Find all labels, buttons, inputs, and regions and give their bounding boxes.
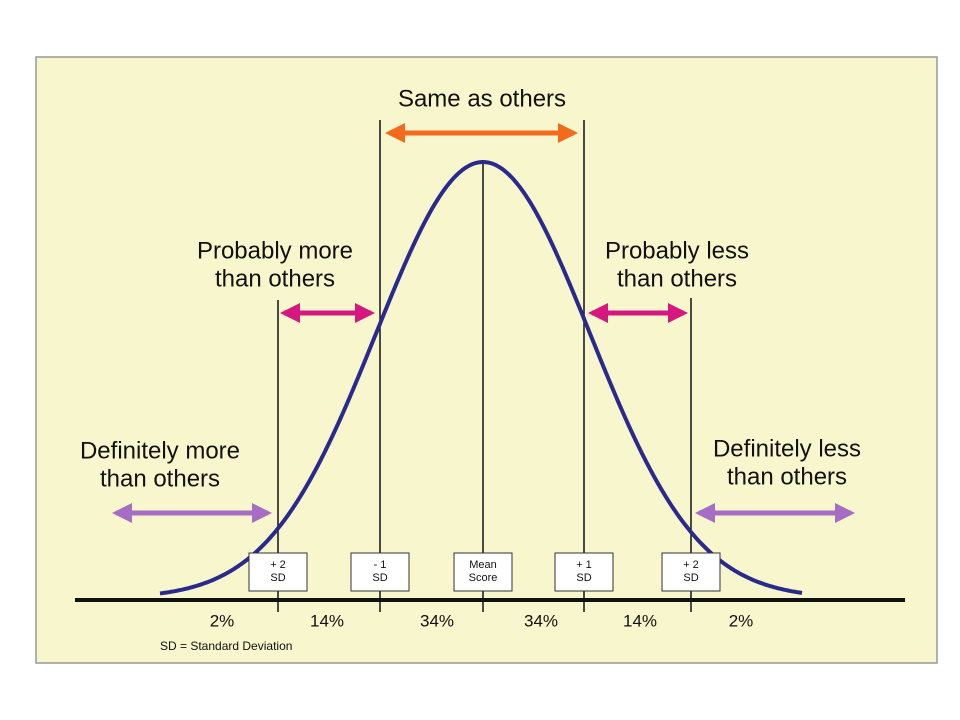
marker-label: - 1	[374, 559, 387, 571]
marker-box	[248, 552, 308, 592]
marker-label: Score	[469, 572, 498, 584]
marker-label: SD	[372, 572, 387, 584]
annotation: Definitely less	[713, 435, 861, 462]
annotation: than others	[617, 265, 737, 292]
marker-label: + 1	[576, 559, 592, 571]
annotation: Probably more	[197, 237, 353, 264]
percentage: 34%	[420, 611, 454, 630]
marker-box	[661, 552, 721, 592]
percentage: 14%	[310, 611, 344, 630]
marker-label: SD	[270, 572, 285, 584]
percentage: 2%	[210, 611, 235, 630]
marker-label: Mean	[469, 559, 497, 571]
marker-box	[453, 552, 513, 592]
annotation: than others	[215, 265, 335, 292]
percentage: 14%	[623, 611, 657, 630]
percentage: 34%	[524, 611, 558, 630]
annotation: Probably less	[605, 237, 749, 264]
marker-label: SD	[683, 572, 698, 584]
annotation: Definitely more	[80, 437, 240, 464]
marker-label: SD	[576, 572, 591, 584]
marker-label: + 2	[683, 559, 699, 571]
footnote: SD = Standard Deviation	[160, 639, 292, 653]
annotation: than others	[100, 465, 220, 492]
annotation: than others	[727, 463, 847, 490]
marker-box	[554, 552, 614, 592]
percentage: 2%	[729, 611, 754, 630]
annotation: Same as others	[398, 85, 566, 112]
marker-label: + 2	[270, 559, 286, 571]
marker-box	[350, 552, 410, 592]
bell-curve	[159, 160, 803, 596]
